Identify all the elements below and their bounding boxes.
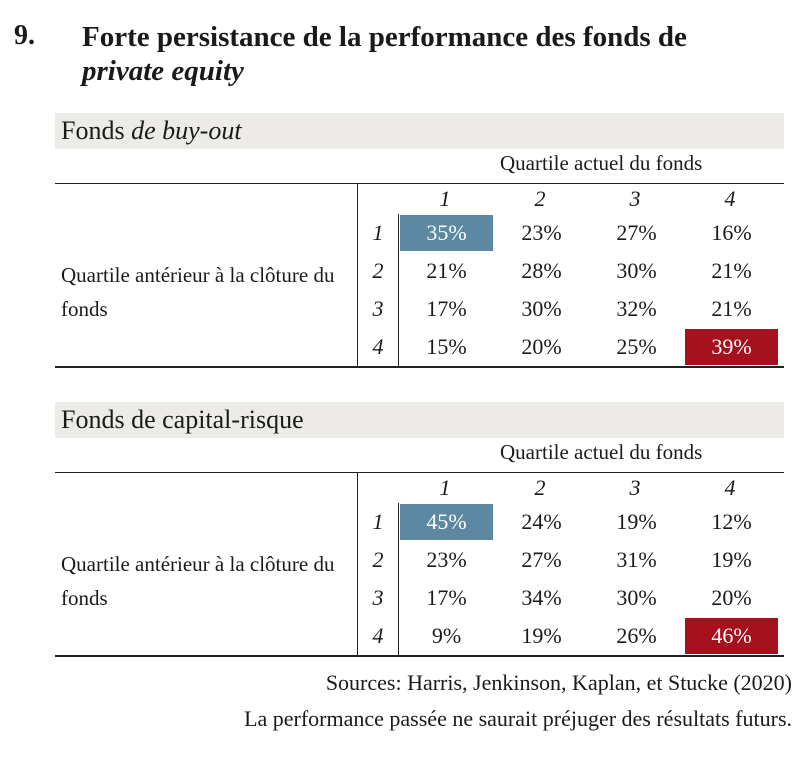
divider [357, 473, 358, 655]
divider [398, 503, 399, 655]
divider [357, 184, 358, 366]
persistence-table: Quartile antérieur à la clôture du fonds… [55, 472, 784, 657]
table-cell: 12% [711, 509, 752, 534]
table-cell: 30% [616, 258, 657, 283]
exhibit-number: 9. [14, 20, 35, 51]
exhibit-title-line1: Forte persistance de la performance des … [82, 21, 687, 53]
venture-capital-section: Fonds de capital-risque Quartile actuel … [55, 402, 784, 657]
column-header: 4 [724, 186, 736, 211]
row-header: 2 [372, 258, 384, 283]
buyout-section: Fonds de buy-out Quartile actuel du fond… [55, 113, 784, 368]
table-cell: 21% [711, 296, 752, 321]
table-cell: 9% [431, 623, 462, 648]
table-cell: 19% [616, 509, 657, 534]
section-title-plain: Fonds de capital-risque [61, 405, 304, 434]
table-cell: 17% [426, 585, 467, 610]
table-cell: 23% [521, 220, 562, 245]
row-group-label: Quartile antérieur à la clôture du fonds [61, 263, 335, 321]
column-header: 1 [439, 186, 451, 211]
table-cell: 23% [426, 547, 467, 572]
table-cell: 20% [711, 585, 752, 610]
table-cell: 34% [521, 585, 562, 610]
table-cell: 35% [400, 215, 493, 251]
divider [398, 214, 399, 366]
table-cell: 46% [685, 618, 778, 654]
section-title-italic: de buy-out [131, 116, 242, 145]
row-header: 3 [372, 585, 384, 610]
column-header: 1 [439, 475, 451, 500]
table-cell: 27% [521, 547, 562, 572]
table-cell: 31% [616, 547, 657, 572]
table-cell: 45% [400, 504, 493, 540]
column-header: 2 [534, 186, 546, 211]
exhibit-title-line2: private equity [82, 55, 244, 87]
table-cell: 24% [521, 509, 562, 534]
table-cell: 25% [616, 334, 657, 359]
table-cell: 16% [711, 220, 752, 245]
column-group-label: Quartile actuel du fonds [500, 440, 703, 464]
table-cell: 27% [616, 220, 657, 245]
table-cell: 28% [521, 258, 562, 283]
row-header: 4 [372, 334, 384, 359]
column-header: 3 [629, 475, 641, 500]
row-header: 4 [372, 623, 384, 648]
row-group-label: Quartile antérieur à la clôture du fonds [61, 552, 335, 610]
table-cell: 19% [521, 623, 562, 648]
row-header: 1 [372, 220, 384, 245]
row-header: 2 [372, 547, 384, 572]
section-title-plain: Fonds [61, 116, 132, 145]
exhibit-title: Forte persistance de la performance des … [82, 20, 802, 88]
sources-note: Sources: Harris, Jenkinson, Kaplan, et S… [325, 670, 792, 695]
column-header: 3 [629, 186, 641, 211]
table-cell: 30% [521, 296, 562, 321]
disclaimer-note: La performance passée ne saurait préjuge… [244, 706, 792, 731]
persistence-table: Quartile antérieur à la clôture du fonds… [55, 183, 784, 368]
table-cell: 15% [426, 334, 467, 359]
table-cell: 17% [426, 296, 467, 321]
table-cell: 19% [711, 547, 752, 572]
table-cell: 32% [616, 296, 657, 321]
row-header: 3 [372, 296, 384, 321]
table-cell: 21% [426, 258, 467, 283]
table-cell: 20% [521, 334, 562, 359]
table-cell: 30% [616, 585, 657, 610]
row-header: 1 [372, 509, 384, 534]
column-header: 2 [534, 475, 546, 500]
column-group-label: Quartile actuel du fonds [500, 151, 703, 175]
column-header: 4 [724, 475, 736, 500]
table-cell: 26% [616, 623, 657, 648]
section-title: Fonds de capital-risque [55, 402, 784, 438]
table-cell: 39% [685, 329, 778, 365]
table-cell: 21% [711, 258, 752, 283]
section-title: Fonds de buy-out [55, 113, 784, 149]
